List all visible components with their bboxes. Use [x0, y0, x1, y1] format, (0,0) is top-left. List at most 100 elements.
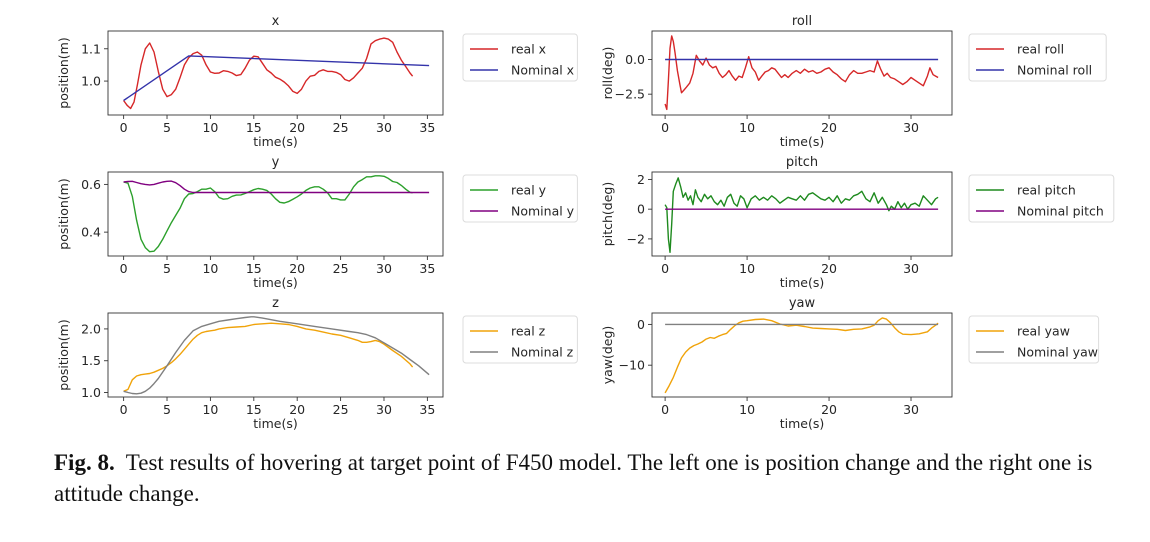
legend-label: Nominal pitch: [1017, 204, 1104, 219]
legend-label: Nominal roll: [1017, 63, 1092, 78]
x-tick-label: 25: [333, 261, 349, 276]
y-tick-label: 1.0: [81, 385, 101, 400]
subplot-z: 0 5 10 15 20 25 30 35 1.0 1.5 2.0 z time(s) position(…: [56, 296, 578, 431]
figure-caption: Fig. 8. Test results of hovering at targ…: [54, 447, 1134, 509]
y-tick-label: 0.0: [625, 52, 645, 67]
x-tick-label: 0: [661, 402, 669, 417]
x-tick-label: 30: [376, 261, 392, 276]
legend-label: Nominal y: [511, 204, 575, 219]
y-tick-label: 0.4: [81, 225, 101, 240]
x-tick-label: 20: [821, 261, 837, 276]
series-line-nominal-y: [123, 180, 430, 194]
x-tick-label: 5: [163, 120, 171, 135]
x-tick-label: 30: [903, 402, 919, 417]
y-tick-label: 0: [637, 202, 645, 217]
y-tick-label: 0: [637, 317, 645, 332]
series-line-real-x: [123, 37, 414, 110]
series-line-real-y: [123, 175, 413, 253]
legend-label: real y: [511, 183, 547, 198]
x-tick-label: 30: [376, 402, 392, 417]
y-tick-label: 0.6: [81, 177, 101, 192]
x-tick-label: 0: [661, 120, 669, 135]
x-axis-label: time(s): [253, 416, 298, 431]
x-axis-label: time(s): [780, 275, 825, 290]
y-axis-label: yaw(deg): [600, 326, 615, 385]
legend-label: real yaw: [1017, 324, 1070, 339]
subplot-x: 0 5 10 15 20 25 30 35 1.0 1.1 x time(s) position(m) r…: [56, 14, 578, 149]
x-tick-label: 35: [419, 261, 435, 276]
series-line-nominal-z: [123, 316, 430, 395]
x-tick-label: 15: [246, 120, 262, 135]
y-tick-label: 1.5: [81, 353, 101, 368]
subplot-title: y: [272, 155, 280, 170]
legend-box: [968, 174, 1115, 223]
x-tick-label: 35: [419, 402, 435, 417]
series-line-real-pitch: [664, 177, 939, 254]
subplot-y: 0 5 10 15 20 25 30 35 0.4 0.6 y time(s) position(m) r…: [56, 155, 578, 290]
legend-label: real pitch: [1017, 183, 1076, 198]
x-tick-label: 20: [821, 120, 837, 135]
legend-label: Nominal x: [511, 63, 574, 78]
legend-label: real z: [511, 324, 546, 339]
x-tick-label: 20: [289, 261, 305, 276]
caption-text: Test results of hovering at target point…: [54, 450, 1093, 506]
y-axis-label: pitch(deg): [600, 182, 615, 246]
series-line-real-yaw: [664, 317, 939, 394]
caption-label: Fig. 8.: [54, 450, 115, 475]
x-tick-label: 0: [120, 261, 128, 276]
x-tick-label: 30: [903, 261, 919, 276]
subplot-title: z: [272, 296, 279, 311]
subplot-title: yaw: [789, 296, 816, 311]
x-tick-label: 15: [246, 402, 262, 417]
subplot-title: x: [272, 14, 280, 29]
x-tick-label: 30: [903, 120, 919, 135]
x-tick-label: 0: [661, 261, 669, 276]
legend-label: Nominal z: [511, 345, 574, 360]
x-axis-label: time(s): [780, 134, 825, 149]
y-tick-label: 2: [637, 172, 645, 187]
y-axis-label: position(m): [56, 37, 71, 108]
x-axis-label: time(s): [253, 275, 298, 290]
axes-frame: [107, 30, 444, 116]
x-tick-label: 20: [289, 120, 305, 135]
subplot-title: roll: [792, 14, 812, 29]
x-tick-label: 10: [739, 120, 755, 135]
series-line-nominal-x: [123, 55, 430, 102]
y-tick-label: −2.5: [615, 87, 645, 102]
axes-frame: [107, 312, 444, 398]
series-line-real-roll: [664, 35, 939, 111]
x-tick-label: 0: [120, 402, 128, 417]
x-tick-label: 35: [419, 120, 435, 135]
x-tick-label: 20: [289, 402, 305, 417]
legend-label: real roll: [1017, 42, 1064, 57]
x-tick-label: 30: [376, 120, 392, 135]
axes-frame: [651, 171, 953, 257]
y-tick-label: 2.0: [81, 321, 101, 336]
x-tick-label: 10: [202, 402, 218, 417]
subplot-pitch: 0 10 20 30 −2 0 2 pitch time(s) pitch(deg) real pi…: [600, 155, 1115, 290]
series-line-real-z: [123, 322, 414, 392]
subplot-yaw: 0 10 20 30 −10 0 yaw time(s) yaw(deg) real yaw Nom…: [600, 296, 1100, 431]
subplot-roll: 0 10 20 30 −2.5 0.0 roll time(s) roll(deg) real r…: [600, 14, 1107, 149]
x-tick-label: 0: [120, 120, 128, 135]
legend-label: real x: [511, 42, 546, 57]
y-axis-label: roll(deg): [600, 47, 615, 100]
axes-frame: [651, 30, 953, 116]
subplot-title: pitch: [786, 155, 818, 170]
x-tick-label: 10: [202, 120, 218, 135]
y-axis-label: position(m): [56, 319, 71, 390]
x-tick-label: 15: [246, 261, 262, 276]
x-axis-label: time(s): [253, 134, 298, 149]
y-tick-label: −10: [619, 358, 645, 373]
x-tick-label: 10: [739, 402, 755, 417]
y-tick-label: −2: [627, 231, 645, 246]
x-axis-label: time(s): [780, 416, 825, 431]
x-tick-label: 5: [163, 402, 171, 417]
y-tick-label: 1.0: [81, 74, 101, 89]
x-tick-label: 25: [333, 402, 349, 417]
y-tick-label: 1.1: [81, 41, 101, 56]
axes-frame: [651, 312, 953, 398]
axes-frame: [107, 171, 444, 257]
legend-label: Nominal yaw: [1017, 345, 1098, 360]
